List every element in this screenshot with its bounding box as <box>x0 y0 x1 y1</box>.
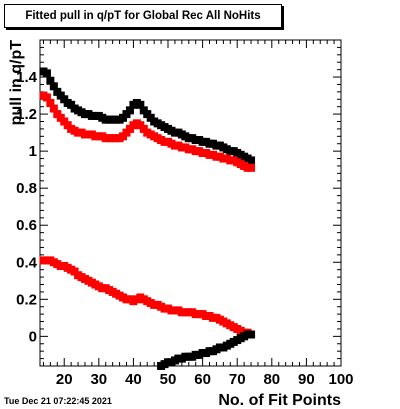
y-tick-label: 1.2 <box>16 106 37 123</box>
x-tick-label: 100 <box>328 371 353 388</box>
x-tick-label: 30 <box>90 371 107 388</box>
y-tick-label: 1.4 <box>16 69 38 86</box>
data-point <box>46 98 55 107</box>
timestamp: Tue Dec 21 07:22:45 2021 <box>4 396 112 406</box>
x-tick-label: 40 <box>125 371 142 388</box>
x-tick-label: 20 <box>56 371 73 388</box>
chart-title-box: Fitted pull in q/pT for Global Rec All N… <box>4 4 282 28</box>
x-tick-label: 50 <box>160 371 177 388</box>
data-point <box>247 163 256 172</box>
data-point <box>49 104 58 113</box>
chart-title: Fitted pull in q/pT for Global Rec All N… <box>25 10 261 22</box>
data-point <box>136 100 145 109</box>
x-tick-label: 80 <box>263 371 280 388</box>
y-tick-label: 0.4 <box>16 254 38 271</box>
x-axis-label: No. of Fit Points <box>218 392 341 409</box>
x-tick-label: 70 <box>229 371 246 388</box>
y-axis-label: pull in q/pT <box>8 40 25 126</box>
y-tick-label: 0 <box>29 328 37 345</box>
x-tick-label: 90 <box>298 371 315 388</box>
y-tick-label: 0.8 <box>16 180 37 197</box>
data-point <box>247 330 256 339</box>
x-tick-label: 60 <box>194 371 211 388</box>
y-tick-label: 0.6 <box>16 217 37 234</box>
data-point <box>49 82 58 91</box>
plot-frame <box>39 39 342 367</box>
data-point <box>46 76 55 85</box>
data-point <box>42 69 51 78</box>
y-tick-label: 1 <box>29 143 37 160</box>
data-point <box>42 93 51 102</box>
data-point <box>125 106 134 115</box>
y-tick-label: 0.2 <box>16 291 37 308</box>
data-point <box>247 156 256 165</box>
